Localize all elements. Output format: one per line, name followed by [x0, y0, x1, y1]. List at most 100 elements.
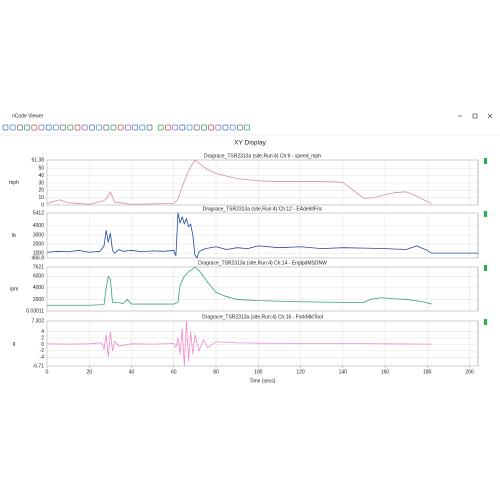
panel-title: Dragrace_TSR2313a (site,Run:4) Ch:16 - F…: [202, 314, 323, 320]
close-button[interactable]: [487, 113, 493, 119]
x-tick-label: 140: [339, 369, 348, 375]
toolbar-button[interactable]: [74, 124, 81, 131]
x-tick-label: 180: [423, 369, 432, 375]
panel-title: Dragrace_TSR2313a (site,Run:4) Ch:14 - E…: [198, 260, 327, 266]
toolbar-button[interactable]: [60, 124, 66, 131]
toolbar-button[interactable]: [215, 124, 222, 131]
toolbar-button[interactable]: [45, 124, 52, 131]
toolbar-button[interactable]: [132, 124, 138, 131]
toolbar-button[interactable]: [244, 124, 250, 131]
x-tick-label: 100: [254, 369, 263, 375]
y-tick-label: 0: [41, 202, 44, 208]
y-tick-label: 4000: [33, 223, 44, 229]
window-controls: [458, 113, 493, 119]
toolbar-button[interactable]: [172, 124, 178, 131]
y-axis-label: rpm: [10, 286, 19, 292]
y-tick-label: 61.38: [31, 157, 44, 163]
maximize-button[interactable]: [472, 113, 478, 119]
data-line: [47, 266, 432, 306]
toolbar-button[interactable]: [89, 124, 95, 131]
x-axis-label: Time (secs): [250, 378, 276, 384]
y-tick-label: 466.8: [31, 255, 44, 261]
toolbar-button[interactable]: [38, 124, 45, 131]
toolbar-button[interactable]: [81, 124, 88, 131]
y-tick-label: 4: [41, 329, 44, 335]
toolbar-button[interactable]: [53, 124, 59, 131]
x-tick-label: 20: [86, 369, 92, 375]
toolbar-button[interactable]: [193, 124, 200, 131]
status-indicator: [484, 319, 487, 325]
toolbar-button[interactable]: [9, 124, 16, 131]
x-tick-label: 0: [46, 369, 49, 375]
xy-panel: Dragrace_TSR2313a (site,Run:4) Ch:9 - sp…: [9, 153, 487, 208]
x-tick-label: 80: [213, 369, 219, 375]
plot-area: [46, 159, 479, 206]
y-tick-label: 2000: [33, 297, 44, 303]
y-tick-label: 4000: [33, 285, 44, 291]
y-tick-label: 10: [38, 195, 44, 201]
x-tick-label: 40: [129, 369, 135, 375]
panel-title: Dragrace_TSR2313a (site,Run:4) Ch:12 - E…: [203, 206, 323, 212]
toolbar-button[interactable]: [125, 124, 131, 131]
xy-panel: Dragrace_TSR2313a (site,Run:4) Ch:12 - E…: [12, 206, 487, 261]
y-axis-label: mph: [9, 180, 19, 186]
toolbar-button[interactable]: [31, 124, 38, 131]
y-tick-label: 3000: [33, 232, 44, 238]
x-tick-label: 200: [465, 369, 474, 375]
y-tick-label: -2: [40, 348, 45, 354]
toolbar-button[interactable]: [96, 124, 102, 131]
y-tick-label: 0.03011: [26, 308, 44, 314]
y-tick-label: 5412: [33, 210, 44, 216]
toolbar-button[interactable]: [67, 124, 74, 131]
toolbar-button[interactable]: [237, 124, 243, 131]
x-tick-label: 160: [381, 369, 390, 375]
y-axis-label: lb: [12, 233, 16, 239]
toolbar-button[interactable]: [179, 124, 186, 131]
toolbar-button[interactable]: [24, 124, 30, 131]
toolbar-button[interactable]: [146, 124, 153, 131]
y-tick-label: 50: [38, 166, 44, 172]
status-indicator: [484, 265, 487, 271]
x-tick-label: 60: [171, 369, 177, 375]
y-tick-label: 1000: [33, 250, 44, 256]
y-tick-label: -6.71: [33, 363, 45, 369]
y-tick-label: 40: [38, 173, 44, 179]
toolbar-button[interactable]: [165, 124, 171, 131]
toolbar-button[interactable]: [2, 124, 9, 131]
toolbar-button[interactable]: [110, 124, 117, 131]
y-tick-label: 0: [41, 342, 44, 348]
toolbar-button[interactable]: [201, 124, 207, 131]
toolbar-button[interactable]: [17, 124, 23, 131]
xy-panel: Dragrace_TSR2313a (site,Run:4) Ch:14 - E…: [10, 260, 487, 314]
y-tick-label: 30: [38, 180, 44, 186]
y-tick-label: 2000: [33, 241, 44, 247]
toolbar-button[interactable]: [208, 124, 214, 131]
toolbar-button[interactable]: [103, 124, 110, 131]
status-indicator: [484, 158, 487, 164]
toolbar-button[interactable]: [157, 124, 164, 131]
x-tick-label: 120: [296, 369, 305, 375]
toolbar-button[interactable]: [222, 124, 229, 131]
toolbar-button[interactable]: [139, 124, 146, 131]
toolbar-button[interactable]: [186, 124, 193, 131]
data-line: [46, 159, 432, 205]
toolbar-button[interactable]: [117, 124, 124, 131]
y-axis-label: g: [13, 341, 16, 347]
data-line: [46, 212, 478, 259]
y-tick-label: 7.302: [31, 318, 44, 324]
panel-title: Dragrace_TSR2313a (site,Run:4) Ch:9 - sp…: [204, 153, 321, 159]
plot-area: [46, 212, 479, 259]
y-tick-label: -4: [40, 355, 45, 361]
status-indicator: [484, 211, 487, 217]
y-tick-label: 2: [41, 335, 44, 341]
y-tick-label: 20: [38, 188, 44, 194]
y-tick-label: 7621: [33, 264, 44, 270]
data-line: [46, 320, 432, 367]
toolbar-button[interactable]: [229, 124, 236, 131]
y-tick-label: 6000: [33, 274, 44, 280]
toolbar: [2, 124, 250, 131]
xy-panel: Dragrace_TSR2313a (site,Run:4) Ch:16 - F…: [13, 314, 487, 384]
window-title: nCode Viewer: [12, 113, 44, 119]
